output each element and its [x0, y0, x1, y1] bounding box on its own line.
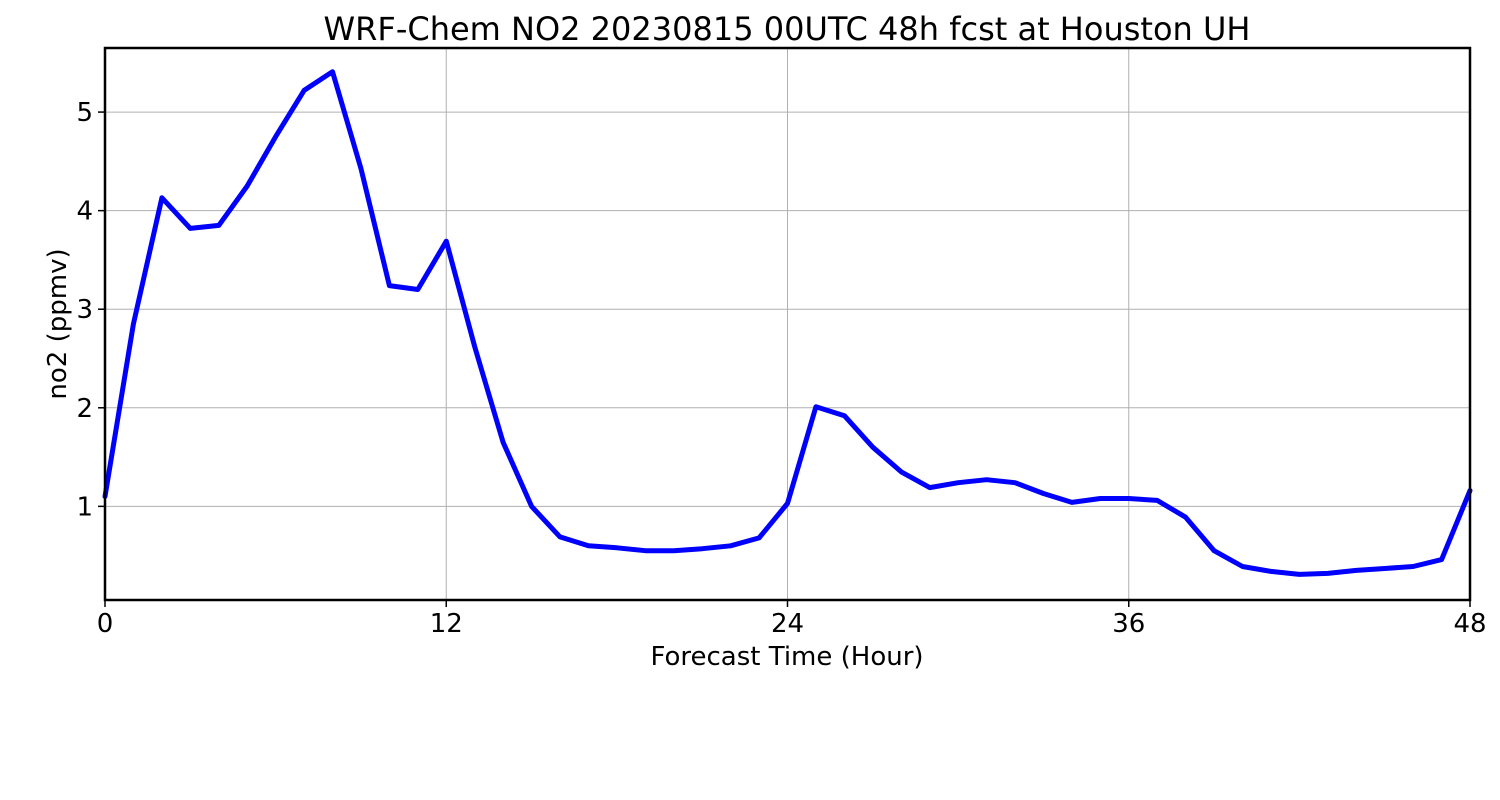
- x-tick-label: 48: [1453, 609, 1486, 639]
- y-tick-label: 3: [76, 295, 93, 325]
- x-tick-label: 36: [1112, 609, 1145, 639]
- y-tick-label: 5: [76, 98, 93, 128]
- y-tick-label: 2: [76, 394, 93, 424]
- grid-lines: [104, 48, 1471, 600]
- chart-title: WRF-Chem NO2 20230815 00UTC 48h fcst at …: [324, 10, 1251, 48]
- y-tick-label: 1: [76, 492, 93, 522]
- no2-series-line: [102, 69, 1473, 577]
- x-tick-label: 0: [97, 609, 114, 639]
- x-axis-label: Forecast Time (Hour): [650, 642, 923, 672]
- x-tick-label: 12: [430, 609, 463, 639]
- y-tick-label: 4: [76, 197, 93, 227]
- y-axis-label: no2 (ppmv): [43, 248, 73, 399]
- x-tick-label: 24: [771, 609, 804, 639]
